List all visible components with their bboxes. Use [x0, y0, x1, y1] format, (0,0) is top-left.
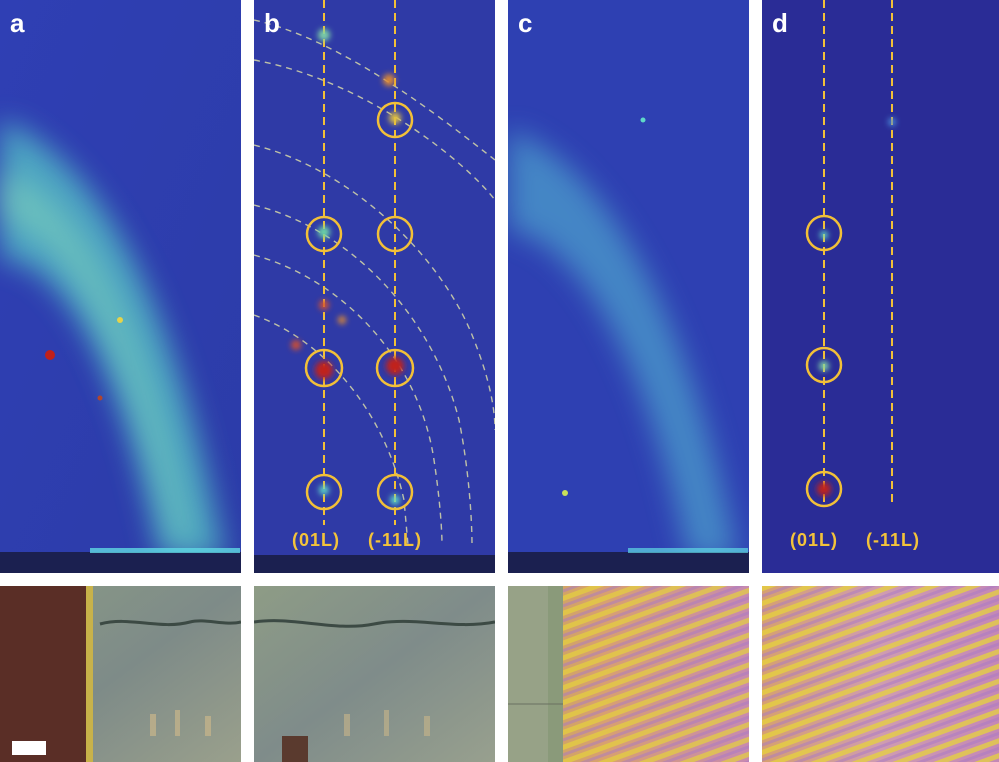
index-circle [376, 101, 414, 139]
panel-b-diffraction: b (01L) (-11L) [254, 0, 495, 573]
hotspot [45, 350, 55, 360]
micrograph-a [0, 586, 241, 762]
micrograph-c [508, 586, 749, 762]
panel-c-diffraction: c [508, 0, 749, 573]
micrograph-d [762, 586, 999, 762]
index-circle [805, 346, 843, 384]
micrograph-a-image [0, 586, 241, 762]
micrograph-d-image [762, 586, 999, 762]
index-circle [305, 473, 343, 511]
panel-label-c: c [518, 8, 533, 38]
panel-c-image [508, 0, 749, 573]
panel-label-a: a [10, 8, 25, 38]
panel-a-diffraction: a [0, 0, 241, 573]
micrograph-b-image [254, 586, 495, 762]
index-circle [376, 215, 414, 253]
index-circle [375, 348, 415, 388]
micrograph-c-image [508, 586, 749, 762]
panel-label-d: d [772, 8, 788, 38]
index-label-01l: (01L) [790, 530, 839, 550]
panel-a-image [0, 0, 241, 573]
index-circle [805, 470, 843, 508]
micrograph-b [254, 586, 495, 762]
index-circle [376, 473, 414, 511]
index-circle [805, 214, 843, 252]
index-circle [304, 348, 344, 388]
index-label-m11l: (-11L) [368, 530, 423, 550]
panel-d-image [762, 0, 999, 573]
panel-label-b: b [264, 8, 280, 38]
panel-b-image [254, 0, 495, 573]
panel-d-diffraction: d (01L) (-11L) [762, 0, 999, 573]
index-circle [305, 215, 343, 253]
index-label-m11l: (-11L) [866, 530, 921, 550]
scale-bar [12, 741, 46, 755]
index-label-01l: (01L) [292, 530, 341, 550]
